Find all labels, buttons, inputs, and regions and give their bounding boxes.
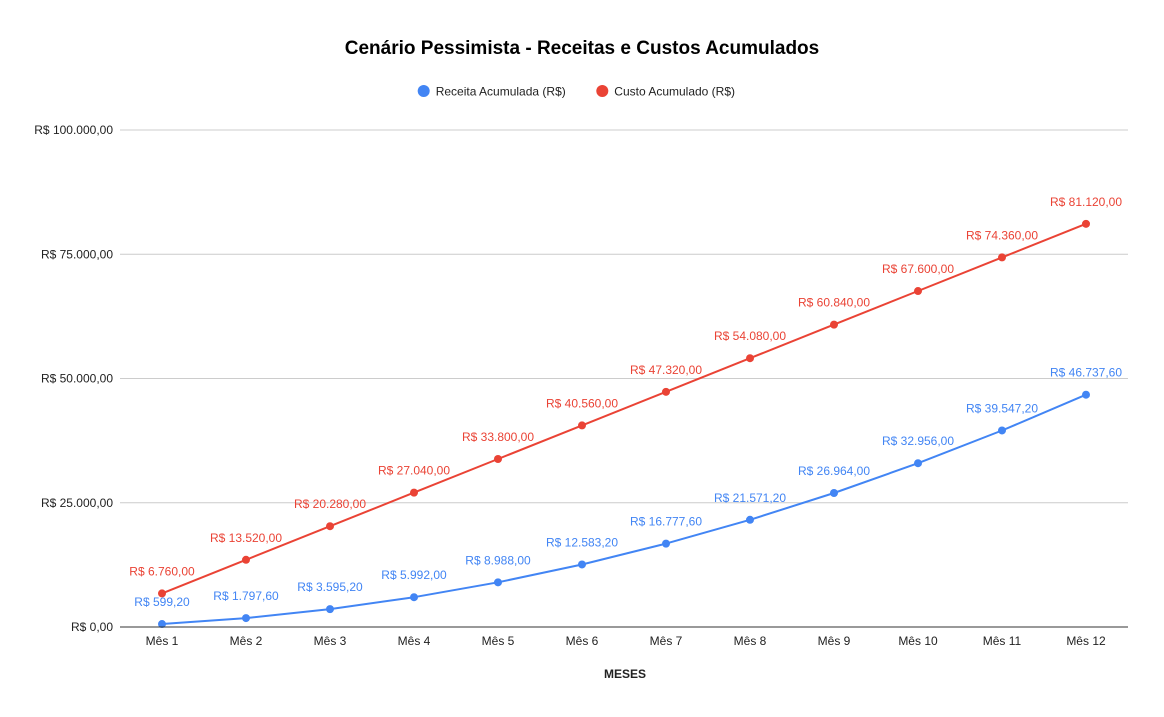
data-point — [998, 253, 1006, 262]
data-label: R$ 81.120,00 — [1050, 195, 1122, 209]
data-point — [242, 614, 250, 623]
data-point — [578, 421, 586, 430]
data-label: R$ 74.360,00 — [966, 228, 1038, 242]
data-label: R$ 5.992,00 — [381, 568, 447, 582]
y-tick-label: R$ 75.000,00 — [41, 247, 113, 261]
series-line — [161, 393, 1087, 625]
data-label: R$ 16.777,60 — [630, 515, 702, 529]
data-point — [242, 555, 250, 564]
data-point — [410, 593, 418, 602]
data-label: R$ 33.800,00 — [462, 430, 534, 444]
x-tick-label: Mês 7 — [650, 634, 683, 648]
data-label: R$ 54.080,00 — [714, 329, 786, 343]
data-point — [662, 539, 670, 548]
data-label: R$ 40.560,00 — [546, 396, 618, 410]
x-tick-label: Mês 11 — [983, 634, 1022, 648]
y-tick-label: R$ 100.000,00 — [34, 123, 113, 137]
data-label: R$ 6.760,00 — [129, 564, 195, 578]
data-label: R$ 20.280,00 — [294, 497, 366, 511]
gridlines: R$ 0,00 R$ 25.000,00 R$ 50.000,00 R$ 75.000… — [34, 123, 1128, 634]
series-line — [161, 222, 1087, 595]
data-labels: R$ 599,20 R$ 1.797,60 R$ 3.595,20 R$ 5.992,… — [129, 195, 1122, 609]
y-tick-label: R$ 0,00 — [71, 620, 113, 634]
data-label: R$ 3.595,20 — [297, 580, 363, 594]
x-axis: Mês 1 Mês 2 Mês 3 Mês 4 Mês 5 Mês 6 Mês 7 Mês 8… — [120, 626, 1128, 648]
x-tick-label: Mês 2 — [230, 634, 263, 648]
data-point — [410, 488, 418, 497]
chart-title: Cenário Pessimista - Receitas e Custos A… — [345, 38, 819, 59]
legend: Receita Acumulada (R$) Custo Acumulado (R… — [417, 85, 735, 99]
data-label: R$ 12.583,20 — [546, 535, 618, 549]
x-tick-label: Mês 6 — [566, 634, 599, 648]
data-label: R$ 8.988,00 — [465, 553, 531, 567]
x-tick-label: Mês 1 — [146, 634, 179, 648]
data-point — [1082, 390, 1090, 399]
data-point — [830, 320, 838, 329]
data-point — [998, 426, 1006, 435]
x-axis-title: MESES — [604, 667, 646, 681]
x-tick-label: Mês 10 — [898, 634, 938, 648]
data-label: R$ 67.600,00 — [882, 262, 954, 276]
data-label: R$ 599,20 — [134, 595, 190, 609]
data-point — [158, 589, 166, 598]
legend-marker — [417, 85, 430, 97]
x-tick-label: Mês 4 — [398, 634, 431, 648]
data-point — [494, 455, 502, 464]
data-point — [746, 515, 754, 524]
data-point — [746, 354, 754, 363]
data-label: R$ 46.737,60 — [1050, 366, 1122, 380]
data-point — [494, 578, 502, 587]
x-tick-label: Mês 9 — [818, 634, 851, 648]
data-label: R$ 27.040,00 — [378, 464, 450, 478]
data-label: R$ 39.547,20 — [966, 401, 1038, 415]
data-label: R$ 26.964,00 — [798, 464, 870, 478]
data-point — [914, 287, 922, 296]
x-tick-label: Mês 12 — [1066, 634, 1106, 648]
data-label: R$ 47.320,00 — [630, 363, 702, 377]
x-tick-label: Mês 8 — [734, 634, 767, 648]
data-point — [578, 560, 586, 569]
data-point — [914, 459, 922, 468]
data-point — [326, 522, 334, 531]
x-tick-label: Mês 5 — [482, 634, 515, 648]
legend-item-label: Receita Acumulada (R$) — [436, 85, 566, 99]
data-label: R$ 1.797,60 — [213, 589, 279, 603]
y-tick-label: R$ 25.000,00 — [41, 496, 113, 510]
x-tick-label: Mês 3 — [314, 634, 347, 648]
data-point — [326, 605, 334, 614]
data-label: R$ 32.956,00 — [882, 434, 954, 448]
data-label: R$ 21.571,20 — [714, 491, 786, 505]
data-label: R$ 60.840,00 — [798, 296, 870, 310]
data-point — [1082, 219, 1090, 228]
legend-item-label: Custo Acumulado (R$) — [614, 85, 735, 99]
y-tick-label: R$ 50.000,00 — [41, 372, 113, 386]
data-point — [158, 620, 166, 629]
legend-marker — [596, 85, 609, 97]
series-layer — [158, 219, 1090, 629]
data-point — [662, 387, 670, 396]
data-label: R$ 13.520,00 — [210, 531, 282, 545]
data-point — [830, 488, 838, 497]
